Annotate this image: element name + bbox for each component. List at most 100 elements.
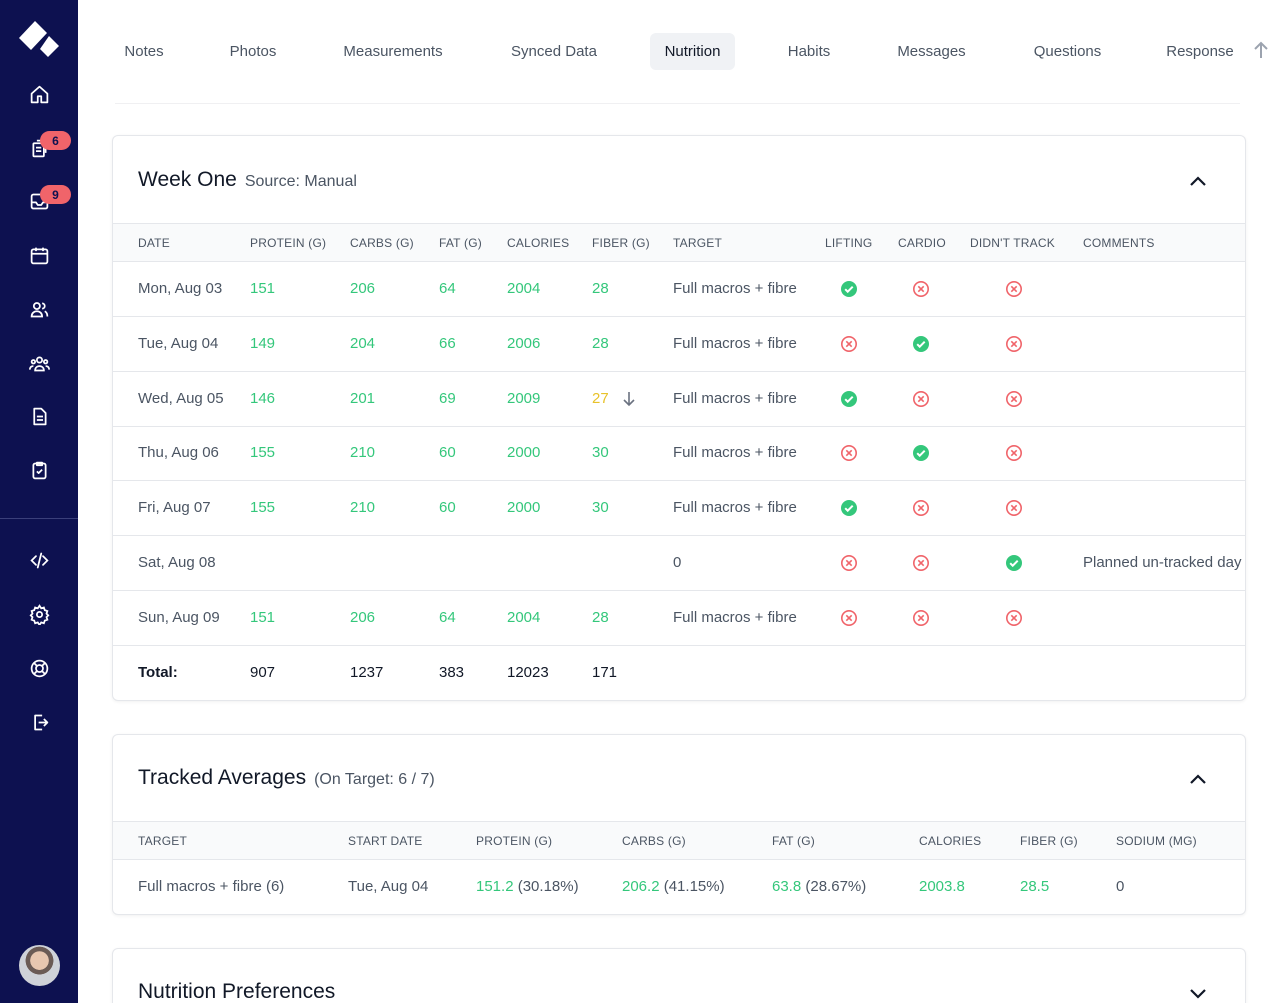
total-carbs: 1237	[350, 664, 384, 681]
col-fat: FAT (G)	[439, 236, 482, 250]
cell-target: Full macros + fibre	[673, 334, 797, 352]
avg-calories: 2003.8	[919, 878, 965, 895]
check-circle-icon	[840, 499, 858, 517]
cell-protein: 155	[250, 499, 276, 517]
week-table-header: DATE PROTEIN (G) CARBS (G) FAT (G) CALOR…	[113, 223, 1245, 262]
avatar[interactable]	[19, 945, 60, 986]
cell-target: Full macros + fibre	[673, 608, 797, 626]
tab-notes[interactable]: Notes	[124, 43, 164, 60]
clipboard-check-icon[interactable]	[24, 455, 54, 485]
cell-date: Fri, Aug 07	[138, 499, 211, 517]
col-date: DATE	[138, 236, 170, 250]
users-icon[interactable]	[24, 294, 54, 324]
table-row: Mon, Aug 03 151 206 64 2004 28 Full macros + f…	[113, 262, 1245, 317]
logout-icon[interactable]	[24, 707, 54, 737]
tab-nutrition[interactable]: Nutrition	[650, 33, 735, 70]
col-calories: CALORIES	[507, 236, 570, 250]
col-lifting: LIFTING	[825, 236, 873, 250]
cell-target: 0	[673, 554, 682, 571]
home-icon[interactable]	[24, 79, 54, 109]
avg-sodium: 0	[1116, 878, 1125, 895]
avg-start-date: Tue, Aug 04	[348, 878, 429, 895]
cell-calories: 2000	[507, 444, 541, 462]
cell-fiber: 30	[592, 444, 609, 462]
avg-col-fiber: FIBER (G)	[1020, 834, 1078, 848]
avg-protein-value: 151.2	[476, 878, 514, 895]
col-comments: COMMENTS	[1083, 236, 1155, 250]
avg-col-start-date: START DATE	[348, 834, 423, 848]
cell-target: Full macros + fibre	[673, 280, 797, 297]
cell-fat: 64	[439, 608, 456, 626]
avg-carbs: 206.2 (41.15%)	[622, 878, 725, 895]
cell-carbs: 210	[350, 444, 376, 462]
avg-col-calories: CALORIES	[919, 834, 982, 848]
cell-date: Mon, Aug 03	[138, 280, 223, 297]
table-row: Sat, Aug 08 0 Planned un-tracked day	[113, 536, 1245, 591]
table-row: Sun, Aug 09 151 206 64 2004 28 Full macros + f…	[113, 591, 1245, 646]
inbox-badge: 9	[40, 185, 71, 204]
tab-habits[interactable]: Habits	[787, 43, 831, 60]
cell-protein: 149	[250, 334, 276, 352]
chevron-down-icon[interactable]	[1187, 982, 1209, 1003]
support-icon[interactable]	[24, 653, 54, 683]
total-protein: 907	[250, 664, 276, 681]
x-circle-icon	[840, 444, 858, 462]
sidebar: 6 9	[0, 0, 78, 1003]
cell-carbs: 206	[350, 280, 376, 297]
calendar-icon[interactable]	[24, 240, 54, 270]
total-row: Total: 907 1237 383 12023 171	[113, 646, 1245, 700]
col-didnt-track: DIDN'T TRACK	[970, 236, 1055, 250]
x-circle-icon	[1005, 609, 1023, 627]
logo-icon[interactable]	[18, 20, 60, 62]
document-icon[interactable]	[24, 401, 54, 431]
arrow-down-icon	[620, 390, 638, 408]
cell-calories: 2000	[507, 499, 541, 517]
tab-photos[interactable]: Photos	[229, 43, 277, 60]
avg-target: Full macros + fibre (6)	[138, 878, 285, 895]
cell-date: Sun, Aug 09	[138, 608, 220, 626]
cell-protein: 151	[250, 608, 276, 626]
week-source: Source: Manual	[244, 173, 357, 190]
table-row: Wed, Aug 05 146 201 69 2009 27 Full macros + f…	[113, 372, 1245, 427]
tab-messages[interactable]: Messages	[897, 43, 966, 60]
cell-calories: 2009	[507, 389, 541, 407]
tab-measurements[interactable]: Measurements	[343, 43, 443, 60]
check-circle-icon	[912, 335, 930, 353]
avg-col-sodium: SODIUM (MG)	[1116, 834, 1197, 848]
check-circle-icon	[912, 444, 930, 462]
x-circle-icon	[1005, 390, 1023, 408]
avg-protein: 151.2 (30.18%)	[476, 878, 579, 895]
x-circle-icon	[912, 280, 930, 298]
group-icon[interactable]	[24, 348, 54, 378]
cell-protein: 151	[250, 280, 276, 297]
table-row: Fri, Aug 07 155 210 60 2000 30 Full macros + f…	[113, 481, 1245, 537]
cell-fat: 69	[439, 389, 456, 407]
code-icon[interactable]	[24, 545, 54, 575]
cell-carbs: 201	[350, 389, 376, 407]
chevron-up-icon[interactable]	[1187, 768, 1209, 790]
cell-protein: 155	[250, 444, 276, 462]
tab-synced-data[interactable]: Synced Data	[511, 43, 597, 60]
cell-fat: 64	[439, 280, 456, 297]
avg-col-target: TARGET	[138, 834, 187, 848]
cell-carbs: 204	[350, 334, 376, 352]
cell-date: Tue, Aug 04	[138, 334, 219, 352]
tab-questions[interactable]: Questions	[1033, 43, 1102, 60]
gear-icon[interactable]	[24, 599, 54, 629]
tab-response[interactable]: Response	[1166, 43, 1234, 60]
total-fiber: 171	[592, 664, 618, 681]
chevron-up-icon[interactable]	[1187, 170, 1209, 192]
cell-fiber: 30	[592, 499, 609, 517]
arrow-up-icon[interactable]	[1253, 40, 1269, 65]
avg-col-protein: PROTEIN (G)	[476, 834, 553, 848]
x-circle-icon	[912, 609, 930, 627]
averages-table-header: TARGET START DATE PROTEIN (G) CARBS (G) …	[113, 821, 1245, 860]
cell-fat: 60	[439, 444, 456, 462]
avg-col-fat: FAT (G)	[772, 834, 815, 848]
col-carbs: CARBS (G)	[350, 236, 414, 250]
preferences-card: Nutrition Preferences	[112, 948, 1246, 1003]
x-circle-icon	[912, 499, 930, 517]
x-circle-icon	[912, 390, 930, 408]
avg-fat: 63.8 (28.67%)	[772, 878, 866, 895]
check-circle-icon	[840, 280, 858, 298]
